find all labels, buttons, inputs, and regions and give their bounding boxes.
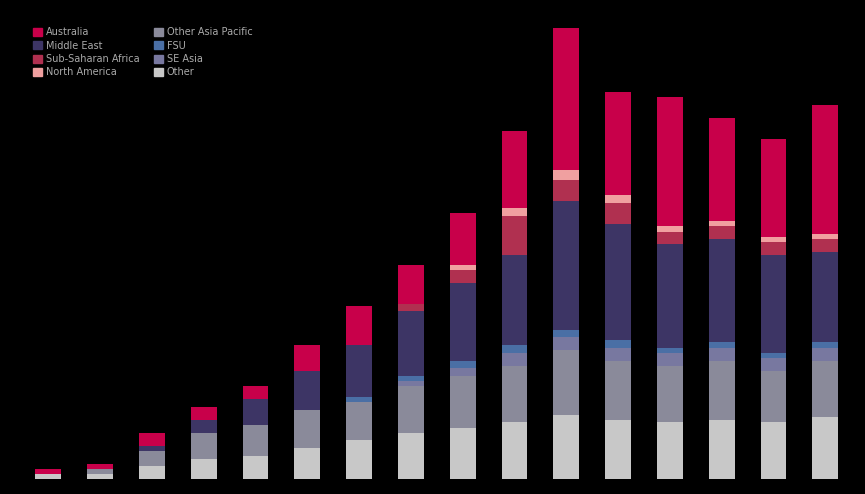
Bar [191,433,217,458]
Bar [708,118,734,221]
Bar [502,216,528,255]
Bar [812,234,838,239]
Bar [242,425,268,456]
Bar [708,226,734,239]
Bar [294,410,320,448]
Bar [657,232,682,245]
Bar [760,242,786,255]
Bar [450,361,476,368]
Bar [657,97,682,226]
Bar [606,203,631,224]
Bar [502,366,528,422]
Bar [294,371,320,410]
Bar [87,474,113,479]
Bar [346,397,372,402]
Bar [191,407,217,420]
Bar [606,224,631,340]
Bar [398,265,424,304]
Bar [398,386,424,433]
Bar [657,245,682,348]
Bar [191,420,217,433]
Bar [657,348,682,353]
Bar [450,376,476,428]
Bar [35,469,61,474]
Bar [606,361,631,420]
Bar [606,92,631,196]
Bar [606,348,631,361]
Bar [502,131,528,208]
Bar [554,414,580,479]
Bar [708,221,734,226]
Bar [242,456,268,479]
Bar [708,239,734,342]
Bar [812,342,838,348]
Bar [242,386,268,399]
Bar [398,312,424,376]
Bar [398,433,424,479]
Bar [346,345,372,397]
Bar [502,255,528,345]
Bar [708,342,734,348]
Bar [812,348,838,361]
Bar [554,350,580,414]
Bar [398,376,424,381]
Bar [812,239,838,252]
Bar [450,368,476,376]
Bar [657,422,682,479]
Bar [294,448,320,479]
Bar [346,402,372,441]
Bar [450,428,476,479]
Bar [606,340,631,348]
Bar [450,283,476,361]
Bar [812,361,838,417]
Bar [502,208,528,216]
Bar [346,306,372,345]
Bar [191,458,217,479]
Bar [398,381,424,386]
Bar [139,446,165,451]
Bar [760,237,786,242]
Bar [502,353,528,366]
Bar [812,252,838,342]
Bar [450,265,476,270]
Legend: Australia, Middle East, Sub-Saharan Africa, North America, Other Asia Pacific, F: Australia, Middle East, Sub-Saharan Afri… [30,24,256,81]
Bar [35,474,61,479]
Bar [606,420,631,479]
Bar [657,366,682,422]
Bar [450,270,476,283]
Bar [139,466,165,479]
Bar [139,451,165,466]
Bar [554,28,580,169]
Bar [760,139,786,237]
Bar [554,201,580,329]
Bar [708,361,734,420]
Bar [657,226,682,232]
Bar [294,345,320,371]
Bar [502,345,528,353]
Bar [760,353,786,358]
Bar [606,196,631,203]
Bar [554,169,580,180]
Bar [554,329,580,337]
Bar [87,469,113,474]
Bar [657,353,682,366]
Bar [398,304,424,312]
Bar [87,464,113,469]
Bar [760,422,786,479]
Bar [812,417,838,479]
Bar [554,337,580,350]
Bar [760,371,786,422]
Bar [708,420,734,479]
Bar [812,105,838,234]
Bar [554,180,580,201]
Bar [450,213,476,265]
Bar [760,255,786,353]
Bar [242,399,268,425]
Bar [139,433,165,446]
Bar [502,422,528,479]
Bar [346,441,372,479]
Bar [708,348,734,361]
Bar [760,358,786,371]
